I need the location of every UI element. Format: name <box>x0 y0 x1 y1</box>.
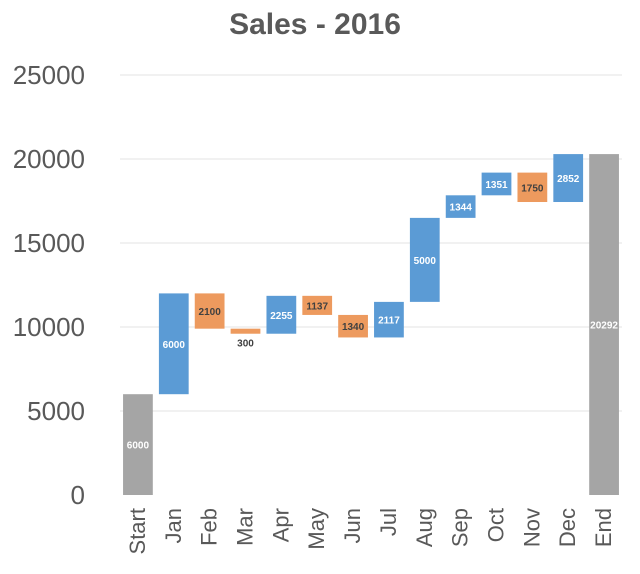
bar-aug <box>409 217 440 302</box>
x-tick-label: Nov <box>519 508 544 547</box>
data-label: 20292 <box>590 321 618 332</box>
x-tick-label: Jan <box>161 508 186 543</box>
x-tick-label: Feb <box>197 508 222 546</box>
data-label: 1137 <box>306 301 328 312</box>
x-tick-label: Aug <box>412 508 437 547</box>
bar-jul <box>374 301 404 338</box>
data-label: 1340 <box>342 322 365 333</box>
x-tick-label: Dec <box>555 508 580 547</box>
bar-oct <box>481 172 512 196</box>
data-label: 1344 <box>450 203 473 214</box>
x-tick-label: Sep <box>448 508 473 547</box>
gridlines <box>120 74 622 412</box>
bar-end <box>589 154 619 495</box>
x-tick-label: Jul <box>376 508 401 536</box>
bar-dec <box>553 154 584 203</box>
bar-jan <box>158 293 189 395</box>
bars <box>123 154 619 495</box>
bar-sep <box>445 195 476 218</box>
y-tick-label: 15000 <box>13 228 85 258</box>
data-label: 6000 <box>163 340 186 351</box>
data-label: 1750 <box>521 183 544 194</box>
x-tick-label: Oct <box>484 508 509 542</box>
y-tick-label: 0 <box>71 480 85 510</box>
bar-jun <box>338 314 368 338</box>
data-label: 2255 <box>270 311 293 322</box>
x-tick-label: End <box>591 508 616 547</box>
bar-nov <box>517 172 548 203</box>
data-label: 6000 <box>127 441 150 452</box>
y-tick-label: 5000 <box>27 396 85 426</box>
x-axis-tick-labels: Start Jan Feb Mar Apr May Jun Jul Aug Sep Oct Nov De… <box>125 508 616 554</box>
bar-may <box>302 295 333 315</box>
bar-start <box>123 394 153 495</box>
data-label: 2852 <box>557 174 580 185</box>
y-tick-label: 25000 <box>13 60 85 90</box>
bar-mar <box>230 328 261 334</box>
x-tick-label: Apr <box>268 508 293 542</box>
data-label: 2100 <box>199 307 222 318</box>
y-tick-label: 20000 <box>13 144 85 174</box>
data-labels: 6000 6000 2100 300 2255 1137 1340 2117 5000 1344 1… <box>127 174 619 452</box>
chart-title: Sales - 2016 <box>229 8 401 41</box>
bar-apr <box>266 295 297 334</box>
y-tick-label: 10000 <box>13 312 85 342</box>
x-tick-label: Mar <box>233 508 258 546</box>
x-tick-label: Start <box>125 508 150 554</box>
data-label: 5000 <box>414 256 437 267</box>
data-label: 300 <box>237 339 254 350</box>
bar-feb <box>194 293 225 329</box>
y-axis-tick-labels: 0 5000 10000 15000 20000 25000 <box>13 60 85 510</box>
data-label: 2117 <box>378 316 400 327</box>
x-tick-label: May <box>304 508 329 550</box>
data-label: 1351 <box>485 180 508 191</box>
x-tick-label: Jun <box>340 508 365 543</box>
